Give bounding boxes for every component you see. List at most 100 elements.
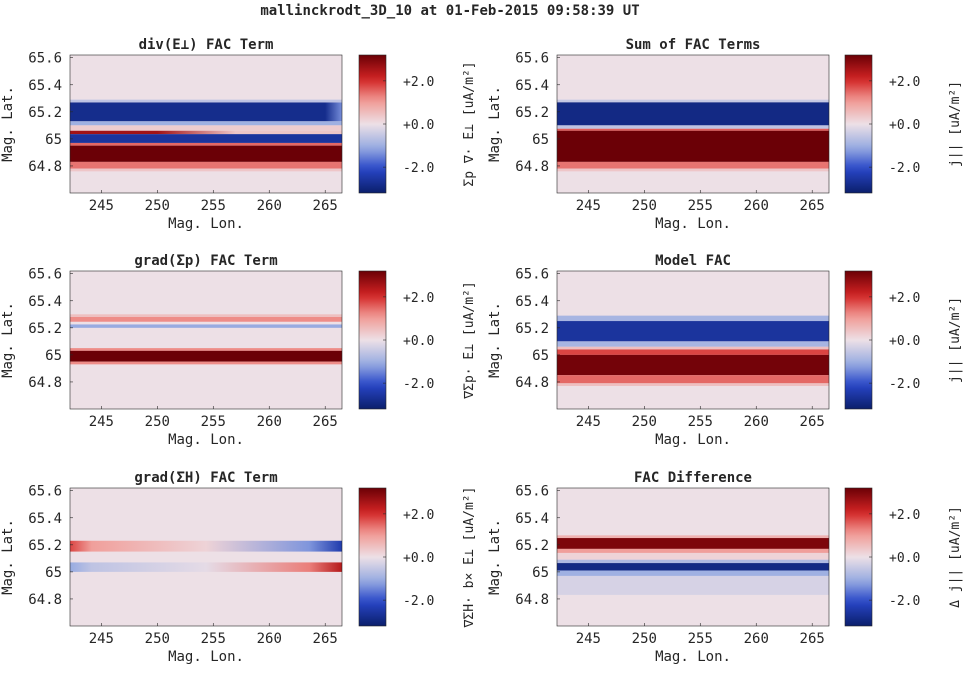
colorbar-tick-label: +2.0 [403, 508, 434, 523]
x-tick-label: 255 [688, 414, 713, 430]
y-tick-label: 65.4 [28, 294, 62, 310]
heatmap-band [70, 100, 342, 103]
heatmap-band [557, 553, 829, 560]
y-tick-label: 65.6 [28, 484, 62, 500]
x-tick-label: 245 [576, 414, 601, 430]
heatmap-band [70, 562, 342, 571]
heatmap-band [557, 576, 829, 595]
x-tick-label: 255 [201, 414, 226, 430]
panel-title: grad(Σp) FAC Term [134, 253, 277, 269]
x-tick-label: 245 [89, 631, 114, 647]
colorbar-tick-label: +2.0 [889, 508, 920, 523]
y-axis-label: Mag. Lat. [0, 302, 16, 378]
figure-title: mallinckrodt_3D_10 at 01-Feb-2015 09:58:… [260, 3, 639, 19]
x-tick-label: 245 [89, 414, 114, 430]
colorbar-tick-label: -2.0 [403, 594, 434, 609]
y-tick-label: 65.2 [28, 321, 62, 337]
colorbar-tick-label: +2.0 [889, 291, 920, 306]
figure: mallinckrodt_3D_10 at 01-Feb-2015 09:58:… [0, 0, 975, 675]
heatmap-band [557, 129, 829, 131]
heatmap-band [557, 560, 829, 563]
heatmap-band [70, 162, 342, 169]
colorbar-tick-label: +2.0 [403, 291, 434, 306]
heatmap-band [70, 317, 342, 322]
x-tick-label: 255 [688, 631, 713, 647]
heatmap-band [70, 348, 342, 351]
colorbar [359, 488, 386, 626]
heatmap-panel-3: grad(Σp) FAC Term 245 250 255 260 265 Mag. Lon… [0, 253, 477, 448]
x-axis-label: Mag. Lon. [655, 216, 731, 232]
heatmap-band [70, 314, 342, 317]
y-tick-label: 65.6 [28, 267, 62, 283]
y-axis-label: Mag. Lat. [0, 519, 16, 595]
x-tick-label: 255 [201, 198, 226, 214]
panel-title: Model FAC [655, 253, 731, 269]
y-tick-label: 65.2 [515, 321, 549, 337]
heatmap-band [557, 571, 829, 576]
colorbar-tick-label: -2.0 [889, 377, 920, 392]
heatmap-band [557, 125, 829, 128]
heatmap-band [70, 131, 342, 134]
heatmap-band [557, 375, 829, 383]
colorbar [845, 271, 872, 409]
heatmap-band [557, 549, 829, 553]
x-tick-label: 250 [145, 414, 170, 430]
x-tick-label: 250 [632, 198, 657, 214]
colorbar-tick-label: -2.0 [889, 594, 920, 609]
heatmap-panel-5: grad(ΣH) FAC Term 245 250 255 260 265 Mag. Lon… [0, 470, 477, 665]
heatmap-band [70, 121, 342, 125]
x-tick-label: 245 [89, 198, 114, 214]
panel-title: grad(ΣH) FAC Term [134, 470, 277, 486]
heatmap-band [557, 349, 829, 354]
y-tick-label: 65.6 [515, 51, 549, 67]
heatmap-band [70, 351, 342, 362]
y-tick-label: 65 [45, 132, 62, 148]
y-tick-label: 65.2 [515, 105, 549, 121]
panel-title: Sum of FAC Terms [626, 37, 761, 53]
heatmap-band [557, 535, 829, 538]
y-tick-label: 65.2 [28, 105, 62, 121]
colorbar [845, 488, 872, 626]
heatmap-band [557, 316, 829, 321]
heatmap-band [70, 362, 342, 365]
heatmap-band [557, 100, 829, 103]
x-tick-label: 260 [257, 198, 282, 214]
colorbar-tick-label: -2.0 [403, 377, 434, 392]
x-axis-label: Mag. Lon. [655, 649, 731, 665]
heatmap-band [70, 146, 342, 162]
y-axis-label: Mag. Lat. [487, 519, 503, 595]
x-tick-label: 260 [744, 414, 769, 430]
heatmap-band [70, 143, 342, 146]
x-tick-label: 265 [313, 414, 338, 430]
y-tick-label: 65.4 [515, 511, 549, 527]
heatmap-band [70, 134, 342, 143]
y-tick-label: 65 [532, 565, 549, 581]
heatmap-band [557, 162, 829, 169]
heatmap-panel-2: Sum of FAC Terms 245 250 255 260 265 Mag. Lon.… [487, 37, 963, 232]
panel-title: div(E⊥) FAC Term [139, 37, 274, 53]
heatmap-band [557, 131, 829, 162]
x-axis-label: Mag. Lon. [168, 649, 244, 665]
y-tick-label: 64.8 [515, 592, 549, 608]
y-tick-label: 65 [532, 348, 549, 364]
colorbar-label: j|| [uA/m²] [948, 297, 963, 383]
heatmap-band [557, 321, 829, 341]
x-tick-label: 250 [145, 631, 170, 647]
colorbar-tick-label: -2.0 [403, 161, 434, 176]
x-tick-label: 250 [632, 414, 657, 430]
heatmap-band [70, 125, 342, 130]
colorbar-tick-label: +2.0 [889, 75, 920, 90]
colorbar-tick-label: +0.0 [403, 334, 434, 349]
x-tick-label: 265 [800, 631, 825, 647]
x-tick-label: 245 [576, 631, 601, 647]
colorbar [359, 55, 386, 193]
x-tick-label: 250 [145, 198, 170, 214]
colorbar [359, 271, 386, 409]
heatmap-band [557, 347, 829, 350]
colorbar-label: ∇Σp· E⊥ [uA/m²] [462, 281, 477, 399]
y-tick-label: 65.6 [28, 51, 62, 67]
colorbar-tick-label: -2.0 [889, 161, 920, 176]
heatmap-band [70, 169, 342, 172]
y-tick-label: 65.6 [515, 484, 549, 500]
heatmap-panel-4: Model FAC245 250 255 260 265Mag. Lon.64.8656… [487, 253, 963, 448]
